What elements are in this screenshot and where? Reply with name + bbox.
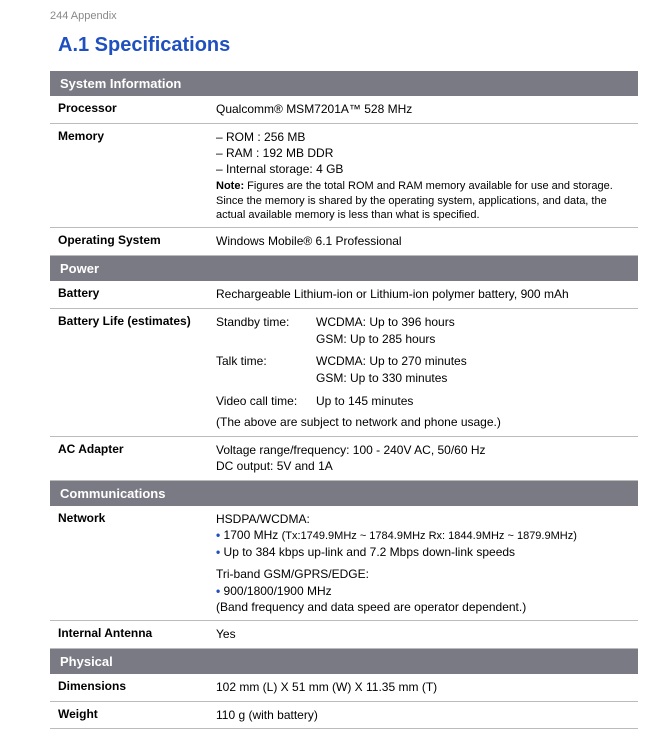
- row-network: Network HSDPA/WCDMA: 1700 MHz (Tx:1749.9…: [50, 506, 638, 620]
- row-weight: Weight 110 g (with battery): [50, 701, 638, 729]
- row-antenna: Internal Antenna Yes: [50, 621, 638, 649]
- value-antenna: Yes: [208, 621, 638, 649]
- label-battery-life: Battery Life (estimates): [50, 308, 208, 436]
- standby-wcdma: WCDMA: Up to 396 hours: [316, 314, 630, 331]
- label-processor: Processor: [50, 96, 208, 123]
- group-physical: Physical: [50, 648, 638, 674]
- label-os: Operating System: [50, 228, 208, 256]
- group-system-label: System Information: [50, 71, 638, 96]
- group-power-label: Power: [50, 256, 638, 282]
- group-comm: Communications: [50, 481, 638, 507]
- group-power: Power: [50, 256, 638, 282]
- video-value: Up to 145 minutes: [316, 393, 630, 410]
- talk-value: WCDMA: Up to 270 minutes GSM: Up to 330 …: [316, 353, 630, 387]
- net-txrx: (Tx:1749.9MHz ~ 1784.9MHz Rx: 1844.9MHz …: [282, 530, 577, 542]
- net-hsdpa-header: HSDPA/WCDMA:: [216, 511, 630, 527]
- group-physical-label: Physical: [50, 648, 638, 674]
- mem-item: RAM : 192 MB DDR: [216, 145, 630, 161]
- value-network: HSDPA/WCDMA: 1700 MHz (Tx:1749.9MHz ~ 17…: [208, 506, 638, 620]
- talk-wcdma: WCDMA: Up to 270 minutes: [316, 353, 630, 370]
- label-weight: Weight: [50, 701, 208, 729]
- value-os: Windows Mobile® 6.1 Professional: [208, 228, 638, 256]
- group-system: System Information: [50, 71, 638, 96]
- row-os: Operating System Windows Mobile® 6.1 Pro…: [50, 228, 638, 256]
- label-ac: AC Adapter: [50, 436, 208, 481]
- mem-item: Internal storage: 4 GB: [216, 161, 630, 177]
- value-weight: 110 g (with battery): [208, 701, 638, 729]
- battery-note: (The above are subject to network and ph…: [216, 414, 630, 431]
- net-freq: 1700 MHz: [224, 528, 282, 542]
- net-bullet: 900/1800/1900 MHz: [216, 583, 630, 599]
- value-ac: Voltage range/frequency: 100 - 240V AC, …: [208, 436, 638, 481]
- talk-label: Talk time:: [216, 353, 316, 387]
- page-header: 244 Appendix: [50, 10, 638, 22]
- label-dimensions: Dimensions: [50, 674, 208, 701]
- label-memory: Memory: [50, 123, 208, 227]
- spec-table: System Information Processor Qualcomm® M…: [50, 71, 638, 729]
- label-antenna: Internal Antenna: [50, 621, 208, 649]
- ac-line2: DC output: 5V and 1A: [216, 458, 630, 475]
- value-processor: Qualcomm® MSM7201A™ 528 MHz: [208, 96, 638, 123]
- net-bullet: Up to 384 kbps up-link and 7.2 Mbps down…: [216, 544, 630, 560]
- standby-value: WCDMA: Up to 396 hours GSM: Up to 285 ho…: [316, 314, 630, 348]
- memory-note: Note: Figures are the total ROM and RAM …: [216, 179, 630, 222]
- section-title: A.1 Specifications: [58, 34, 638, 57]
- row-battery: Battery Rechargeable Lithium-ion or Lith…: [50, 281, 638, 308]
- group-comm-label: Communications: [50, 481, 638, 507]
- standby-label: Standby time:: [216, 314, 316, 348]
- note-text: Figures are the total ROM and RAM memory…: [216, 180, 613, 221]
- row-ac: AC Adapter Voltage range/frequency: 100 …: [50, 436, 638, 481]
- standby-gsm: GSM: Up to 285 hours: [316, 331, 630, 348]
- label-network: Network: [50, 506, 208, 620]
- label-battery: Battery: [50, 281, 208, 308]
- row-battery-life: Battery Life (estimates) Standby time: W…: [50, 308, 638, 436]
- value-battery: Rechargeable Lithium-ion or Lithium-ion …: [208, 281, 638, 308]
- row-memory: Memory ROM : 256 MB RAM : 192 MB DDR Int…: [50, 123, 638, 227]
- value-battery-life: Standby time: WCDMA: Up to 396 hours GSM…: [208, 308, 638, 436]
- value-dimensions: 102 mm (L) X 51 mm (W) X 11.35 mm (T): [208, 674, 638, 701]
- video-label: Video call time:: [216, 393, 316, 410]
- net-footnote: (Band frequency and data speed are opera…: [216, 599, 630, 615]
- row-dimensions: Dimensions 102 mm (L) X 51 mm (W) X 11.3…: [50, 674, 638, 701]
- note-label: Note:: [216, 180, 244, 192]
- row-processor: Processor Qualcomm® MSM7201A™ 528 MHz: [50, 96, 638, 123]
- net-gsm-header: Tri-band GSM/GPRS/EDGE:: [216, 566, 630, 582]
- net-bullet: 1700 MHz (Tx:1749.9MHz ~ 1784.9MHz Rx: 1…: [216, 527, 630, 544]
- value-memory: ROM : 256 MB RAM : 192 MB DDR Internal s…: [208, 123, 638, 227]
- mem-item: ROM : 256 MB: [216, 129, 630, 145]
- ac-line1: Voltage range/frequency: 100 - 240V AC, …: [216, 442, 630, 459]
- talk-gsm: GSM: Up to 330 minutes: [316, 370, 630, 387]
